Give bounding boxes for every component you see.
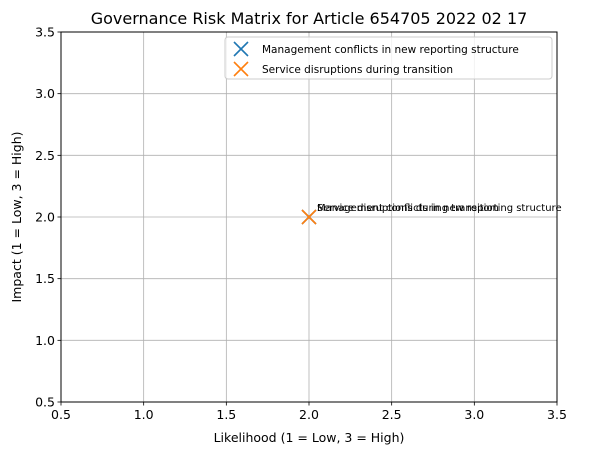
axis-ticks: 0.5 1.0 1.5 2.0 2.5 3.0 3.5 0.5 1.0 1.5 2.0 2.5 3.0 3… [35, 25, 567, 423]
x-tick-label: 3.5 [547, 407, 567, 422]
legend: Management conflicts in new reporting st… [224, 36, 553, 80]
x-tick-label: 2.5 [382, 407, 402, 422]
legend-marker [233, 61, 249, 77]
y-tick-label: 3.0 [35, 86, 55, 101]
y-tick-label: 2.5 [35, 148, 55, 163]
plot-frame [60, 31, 558, 403]
x-tick-label: 0.5 [51, 407, 71, 422]
y-axis-label: Impact (1 = Low, 3 = High) [9, 132, 24, 303]
point-labels: Management conflicts in new reporting st… [317, 203, 562, 214]
x-tick-label: 2.0 [299, 407, 319, 422]
legend-label: Management conflicts in new reporting st… [262, 44, 519, 56]
x-tick-label: 1.0 [134, 407, 154, 422]
y-tick-label: 1.0 [35, 333, 55, 348]
point-label: Service disruptions during transition [317, 203, 499, 214]
y-tick-label: 1.5 [35, 271, 55, 286]
y-tick-label: 2.0 [35, 210, 55, 225]
y-tick-label: 0.5 [35, 395, 55, 410]
x-tick-label: 3.0 [464, 407, 484, 422]
legend-box [224, 36, 553, 80]
legend-label: Service disruptions during transition [262, 64, 453, 76]
y-tick-label: 3.5 [35, 25, 55, 40]
data-point [301, 209, 317, 225]
x-tick-label: 1.5 [216, 407, 236, 422]
legend-marker [233, 41, 249, 57]
point-label: Management conflicts in new reporting st… [317, 203, 562, 214]
data-points [301, 209, 317, 225]
x-axis-label: Likelihood (1 = Low, 3 = High) [214, 430, 405, 445]
chart-title: Governance Risk Matrix for Article 65470… [91, 9, 528, 28]
